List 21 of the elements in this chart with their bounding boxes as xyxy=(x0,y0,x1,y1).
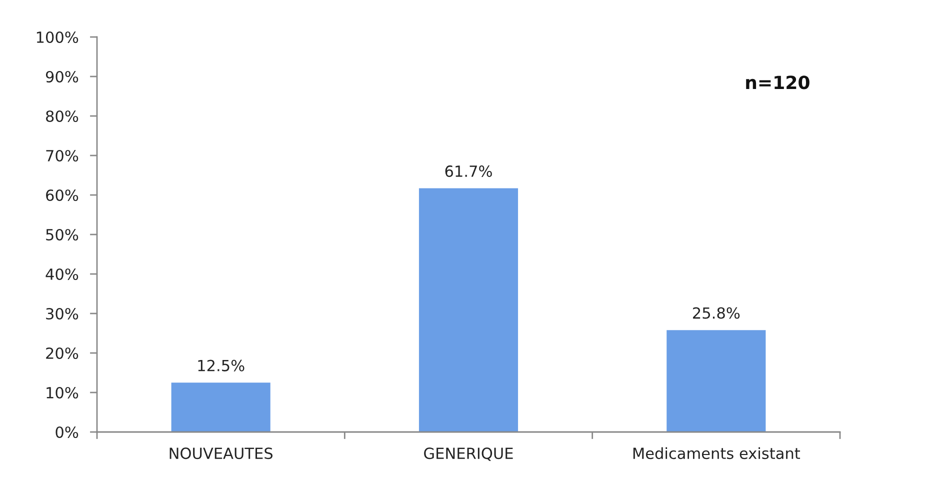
x-tick-label: GENERIQUE xyxy=(424,448,513,461)
data-label: 25.8% xyxy=(693,307,740,319)
y-tick-label: 70% xyxy=(46,150,78,162)
bar xyxy=(171,382,270,432)
y-tick-label: 30% xyxy=(46,308,78,320)
x-tick-label: NOUVEAUTES xyxy=(170,448,273,460)
y-tick-label: 90% xyxy=(46,70,78,83)
y-tick-label: 40% xyxy=(46,268,78,280)
y-tick-label: 60% xyxy=(46,189,78,202)
y-tick-label: 10% xyxy=(46,386,78,399)
y-tick-label: 100% xyxy=(36,31,78,44)
data-label: 12.5% xyxy=(198,360,244,372)
y-tick-label: 20% xyxy=(46,347,78,360)
y-tick-label: 50% xyxy=(46,228,78,241)
x-tick-label: Medicaments existant xyxy=(633,447,800,460)
y-tick-label: 80% xyxy=(46,110,78,122)
bar xyxy=(418,188,518,432)
bar xyxy=(666,330,766,432)
data-label: 61.7% xyxy=(445,165,492,177)
y-tick-label: 0% xyxy=(56,426,78,438)
annotation: n=120 xyxy=(746,76,810,90)
